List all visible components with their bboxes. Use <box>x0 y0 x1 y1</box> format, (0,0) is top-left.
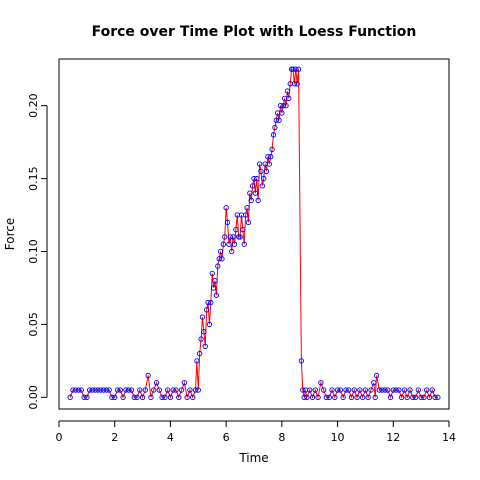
y-axis-label: Force <box>3 218 17 250</box>
x-tick-label: 4 <box>167 431 174 444</box>
y-tick-label: 0.00 <box>27 385 40 410</box>
y-tick-label: 0.20 <box>27 93 40 118</box>
x-tick-label: 2 <box>111 431 118 444</box>
y-tick-label: 0.15 <box>27 166 40 191</box>
chart-title: Force over Time Plot with Loess Function <box>92 24 417 40</box>
y-tick-label: 0.10 <box>27 239 40 264</box>
x-axis-label: Time <box>238 451 268 465</box>
x-tick-label: 12 <box>386 431 400 444</box>
y-tick-label: 0.05 <box>27 312 40 337</box>
x-tick-label: 0 <box>56 431 63 444</box>
x-tick-label: 8 <box>278 431 285 444</box>
x-tick-label: 6 <box>223 431 230 444</box>
x-tick-label: 10 <box>331 431 345 444</box>
x-tick-label: 14 <box>442 431 456 444</box>
